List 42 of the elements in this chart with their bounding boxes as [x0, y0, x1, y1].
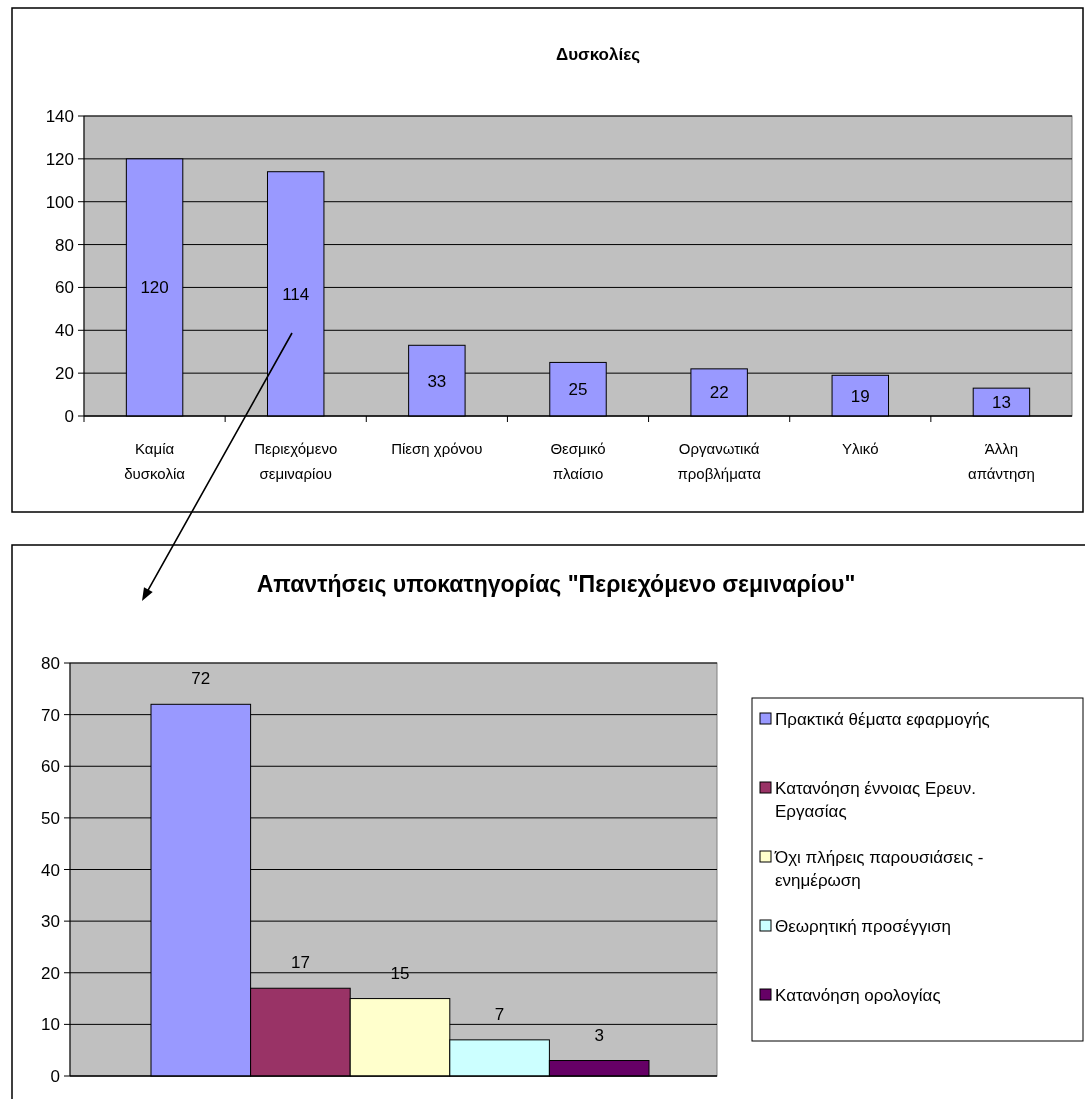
x-tick-label: Υλικό — [842, 440, 879, 457]
y-tick-label: 50 — [41, 808, 60, 828]
data-label: 17 — [290, 953, 310, 973]
y-tick-label: 80 — [55, 235, 74, 255]
data-label: 114 — [282, 284, 310, 304]
chart-title: Δυσκολίες — [555, 45, 641, 64]
chart-title: Απαντήσεις υποκατηγορίας "Περιεχόμενο σεμιναρίου" — [256, 571, 856, 597]
data-label: 25 — [568, 380, 588, 400]
legend-label: Κατανόηση ορολογίας — [775, 986, 941, 1005]
y-tick-label: 80 — [41, 654, 60, 673]
data-label: 120 — [140, 278, 169, 298]
y-tick-label: 140 — [45, 107, 74, 126]
y-tick-label: 40 — [55, 321, 74, 341]
legend-label: Όχι πλήρεις παρουσιάσεις - ενημέρωση — [774, 848, 984, 890]
data-label: 22 — [709, 383, 729, 403]
y-tick-label: 0 — [50, 1067, 60, 1086]
y-tick-label: 40 — [41, 860, 60, 880]
x-tick-label: Καμία δυσκολία — [124, 440, 186, 482]
x-tick-label: Πίεση χρόνου — [391, 440, 483, 457]
y-tick-label: 20 — [55, 364, 74, 384]
y-tick-label: 100 — [45, 192, 74, 212]
y-tick-label: 10 — [41, 1015, 60, 1035]
x-tick-label: Οργανωτικά προβλήματα — [677, 440, 762, 482]
data-label: 19 — [850, 386, 870, 406]
legend-label: Θεωρητική προσέγγιση — [775, 917, 952, 936]
data-label: 33 — [427, 371, 447, 391]
y-tick-label: 70 — [41, 705, 60, 725]
y-tick-label: 60 — [55, 278, 74, 298]
y-tick-label: 0 — [64, 407, 74, 426]
data-label: 13 — [991, 393, 1011, 413]
data-label: 3 — [594, 1025, 604, 1045]
x-tick-label: Άλλη απάντηση — [968, 440, 1035, 482]
legend-label: Πρακτικά θέματα εφαρμογής — [775, 710, 990, 729]
data-label: 72 — [191, 669, 211, 689]
y-tick-label: 120 — [45, 149, 74, 169]
y-tick-label: 30 — [41, 912, 60, 932]
x-tick-label: Θεσμικό πλαίσιο — [550, 440, 606, 482]
x-tick-label: Περιεχόμενο σεμιναρίου — [254, 440, 338, 482]
y-tick-label: 60 — [41, 757, 60, 777]
y-tick-label: 20 — [41, 963, 60, 983]
data-label: 7 — [494, 1004, 505, 1024]
legend-label: Κατανόηση έννοιας Ερευν. Εργασίας — [775, 779, 977, 821]
